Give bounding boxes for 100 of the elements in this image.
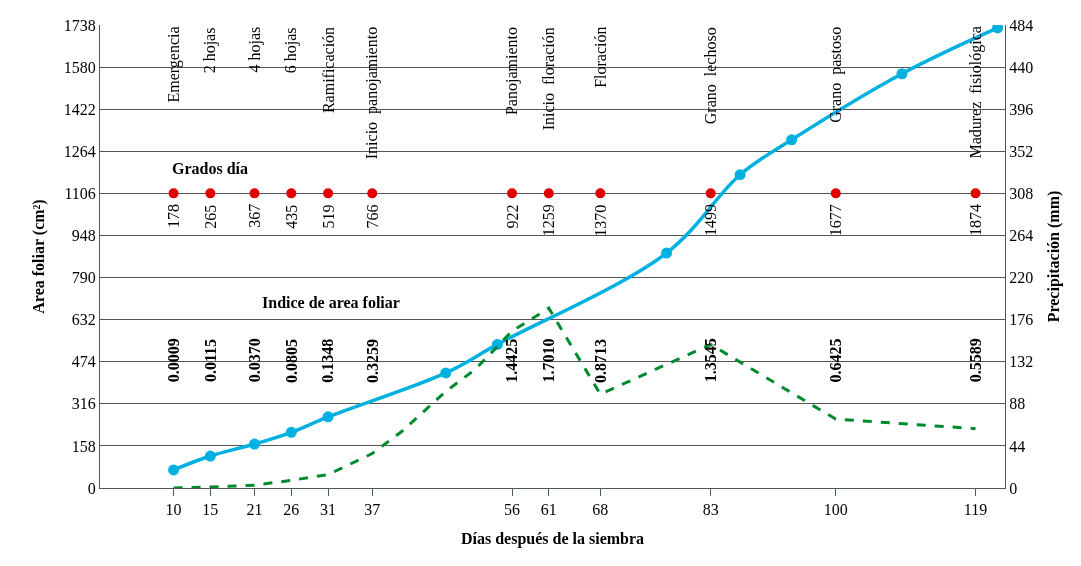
x-tick-label: 56 (504, 501, 521, 519)
y2-tick-label: 0 (1009, 479, 1018, 497)
annotation: 1874 (967, 203, 985, 236)
x-tick-label: 100 (823, 501, 848, 519)
annotation: 265 (202, 204, 220, 229)
annotation: 922 (503, 204, 521, 229)
y-tick-label: 948 (71, 227, 96, 245)
y2-axis-title: Precipitación (mm) (1044, 190, 1063, 323)
y2-tick-label: 264 (1009, 227, 1034, 245)
annotation: 435 (282, 204, 300, 229)
y2-tick-label: 132 (1009, 353, 1034, 371)
annotation: Grano lechoso (702, 27, 720, 125)
y-tick-label: 1106 (64, 184, 96, 202)
y2-tick-label: 88 (1009, 395, 1026, 413)
point (367, 188, 378, 199)
y-tick-label: 474 (71, 353, 96, 371)
point (249, 188, 260, 199)
annotation: 0.0805 (282, 338, 300, 383)
annotation: 1.3545 (702, 338, 720, 383)
x-tick-label: 119 (963, 501, 988, 519)
annotation: 1370 (591, 204, 609, 237)
annotation: Inicio floración (540, 27, 558, 131)
y2-tick-label: 484 (1009, 16, 1034, 34)
annotation: Inicio panojamiento (363, 26, 382, 160)
annotation: 0.3259 (363, 338, 381, 383)
annotation: Ramificación (320, 26, 338, 114)
annotation: 4 hojas (245, 26, 264, 73)
x-tick-label: 10 (165, 501, 182, 519)
annotation: 519 (319, 204, 337, 229)
point (322, 411, 334, 423)
y-tick-label: 0 (87, 479, 96, 497)
annotation: Indice de area foliar (262, 294, 400, 311)
annotation: 0.6425 (827, 338, 845, 383)
point (595, 188, 606, 199)
point (830, 188, 841, 199)
y2-tick-label: 440 (1009, 58, 1034, 76)
x-tick-label: 26 (283, 501, 300, 519)
point (896, 68, 908, 80)
annotation: 0.8713 (591, 339, 609, 384)
annotation: Madurez fisiológica (966, 26, 985, 159)
y-tick-label: 790 (71, 269, 96, 287)
point (286, 188, 297, 199)
annotation: 1259 (540, 204, 558, 237)
annotation: 0.5589 (966, 338, 984, 383)
y2-tick-label: 308 (1009, 184, 1034, 202)
point (992, 25, 1004, 34)
y-tick-label: 316 (71, 395, 96, 413)
point (661, 247, 673, 259)
series-label: Grados día (172, 160, 249, 177)
point (168, 188, 179, 199)
annotation: 178 (165, 203, 183, 228)
x-tick-label: 31 (320, 501, 337, 519)
annotation: 0.0115 (201, 338, 219, 383)
y-tick-label: 1264 (63, 142, 96, 160)
y-tick-label: 158 (71, 437, 96, 455)
annotation: 1.7010 (540, 338, 558, 383)
point (970, 188, 981, 199)
x-tick-label: 15 (202, 501, 219, 519)
point (705, 188, 716, 199)
y2-tick-label: 44 (1009, 437, 1026, 455)
point (323, 188, 334, 199)
x-tick-label: 68 (592, 501, 609, 519)
y-axis-title: Area foliar (cm²) (29, 199, 48, 314)
annotation: Emergencia (164, 26, 183, 103)
point (205, 188, 216, 199)
point (440, 367, 452, 379)
point (543, 188, 554, 199)
annotation: Floración (591, 26, 609, 88)
point (507, 188, 518, 199)
annotation: Grano pastoso (826, 26, 845, 123)
point (285, 426, 297, 438)
x-tick-label: 37 (364, 501, 381, 519)
y2-tick-label: 220 (1009, 269, 1034, 287)
x-axis-title: Días después de la siembra (460, 529, 645, 548)
y2-tick-label: 352 (1009, 142, 1034, 160)
y-tick-label: 632 (71, 311, 96, 329)
y-tick-label: 1580 (63, 58, 96, 76)
x-tick-label: 21 (246, 501, 263, 519)
annotation: 367 (246, 203, 264, 228)
annotation: 6 hojas (282, 27, 301, 74)
point (786, 134, 798, 146)
annotation: 1677 (827, 204, 845, 237)
x-tick-label: 83 (702, 501, 719, 519)
annotation: 1499 (702, 204, 720, 237)
point (249, 438, 261, 450)
y2-tick-label: 396 (1009, 100, 1034, 118)
x-tick-label: 61 (540, 501, 557, 519)
annotation: 0.0009 (164, 338, 182, 383)
annotation: 2 hojas (201, 27, 220, 74)
y2-tick-label: 176 (1009, 311, 1034, 329)
annotation: 0.1348 (319, 338, 337, 383)
annotation: 0.0370 (245, 338, 263, 383)
y-tick-label: 1422 (63, 100, 96, 118)
point (734, 169, 746, 181)
point (204, 450, 216, 462)
y-tick-label: 1738 (63, 16, 96, 34)
annotation: 766 (363, 204, 381, 229)
annotation: Panojamiento (503, 27, 522, 116)
point (168, 464, 180, 476)
annotation: 1.4425 (503, 338, 521, 383)
